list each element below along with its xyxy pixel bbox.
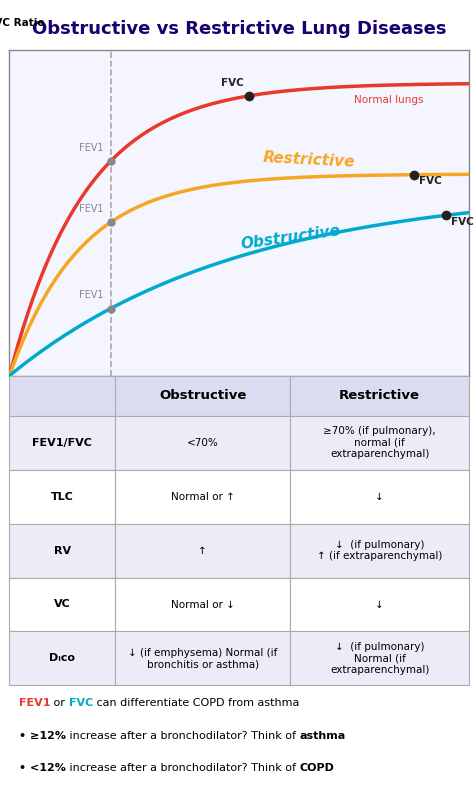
Text: or: or bbox=[50, 698, 69, 708]
Text: Dₗco: Dₗco bbox=[49, 653, 75, 664]
Text: ↑: ↑ bbox=[198, 546, 207, 555]
Bar bbox=[9, 631, 115, 685]
Text: FEV1/FVC Ratio: FEV1/FVC Ratio bbox=[0, 17, 45, 28]
Bar bbox=[115, 631, 290, 685]
Bar bbox=[9, 470, 115, 524]
Text: Obstructive: Obstructive bbox=[239, 223, 341, 251]
Text: FEV1: FEV1 bbox=[79, 204, 104, 214]
Text: VC: VC bbox=[54, 600, 71, 610]
Text: Normal or ↑: Normal or ↑ bbox=[171, 491, 235, 502]
Bar bbox=[290, 524, 469, 577]
Text: Normal lungs: Normal lungs bbox=[355, 96, 424, 105]
Text: FVC: FVC bbox=[69, 698, 93, 708]
Text: asthma: asthma bbox=[299, 731, 346, 741]
Text: • ≥12%: • ≥12% bbox=[18, 731, 66, 741]
Bar bbox=[115, 470, 290, 524]
Bar bbox=[290, 631, 469, 685]
Text: COPD: COPD bbox=[299, 762, 334, 773]
Bar bbox=[9, 376, 115, 416]
Text: FVC: FVC bbox=[221, 77, 244, 88]
Text: FVC: FVC bbox=[451, 217, 474, 227]
Bar bbox=[290, 470, 469, 524]
Bar bbox=[290, 577, 469, 631]
Text: Obstructive: Obstructive bbox=[159, 389, 246, 402]
Text: increase after a bronchodilator? Think of: increase after a bronchodilator? Think o… bbox=[65, 762, 299, 773]
Text: • <12%: • <12% bbox=[18, 762, 65, 773]
Text: ↓  (if pulmonary)
↑ (if extraparenchymal): ↓ (if pulmonary) ↑ (if extraparenchymal) bbox=[317, 540, 442, 562]
Bar bbox=[9, 416, 115, 470]
Text: can differentiate COPD from asthma: can differentiate COPD from asthma bbox=[93, 698, 299, 708]
Text: FEV1: FEV1 bbox=[79, 143, 104, 153]
Text: 1 second: 1 second bbox=[115, 397, 163, 407]
Text: <70%: <70% bbox=[187, 438, 219, 448]
Text: ↓: ↓ bbox=[375, 491, 384, 502]
Bar bbox=[9, 577, 115, 631]
Text: ≥70% (if pulmonary),
normal (if
extraparenchymal): ≥70% (if pulmonary), normal (if extrapar… bbox=[323, 427, 436, 460]
Text: Restrictive: Restrictive bbox=[339, 389, 420, 402]
Text: FEV1: FEV1 bbox=[18, 698, 50, 708]
Bar bbox=[115, 416, 290, 470]
Text: FVC: FVC bbox=[419, 176, 441, 186]
Bar bbox=[290, 416, 469, 470]
Text: ↓  (if pulmonary)
Normal (if
extraparenchymal): ↓ (if pulmonary) Normal (if extraparench… bbox=[330, 641, 429, 675]
Bar bbox=[115, 577, 290, 631]
Bar bbox=[115, 376, 290, 416]
Bar bbox=[9, 524, 115, 577]
Text: ↓ (if emphysema) Normal (if
bronchitis or asthma): ↓ (if emphysema) Normal (if bronchitis o… bbox=[128, 648, 277, 669]
Text: ↓: ↓ bbox=[375, 600, 384, 610]
Text: RV: RV bbox=[54, 546, 71, 555]
Text: Obstructive vs Restrictive Lung Diseases: Obstructive vs Restrictive Lung Diseases bbox=[32, 21, 447, 38]
Text: TLC: TLC bbox=[51, 491, 74, 502]
Text: Restrictive: Restrictive bbox=[263, 150, 356, 170]
Text: FEV1/FVC: FEV1/FVC bbox=[32, 438, 92, 448]
Bar bbox=[290, 376, 469, 416]
Text: Normal or ↓: Normal or ↓ bbox=[171, 600, 235, 610]
Bar bbox=[115, 524, 290, 577]
Text: FEV1: FEV1 bbox=[79, 291, 104, 300]
Text: increase after a bronchodilator? Think of: increase after a bronchodilator? Think o… bbox=[66, 731, 299, 741]
